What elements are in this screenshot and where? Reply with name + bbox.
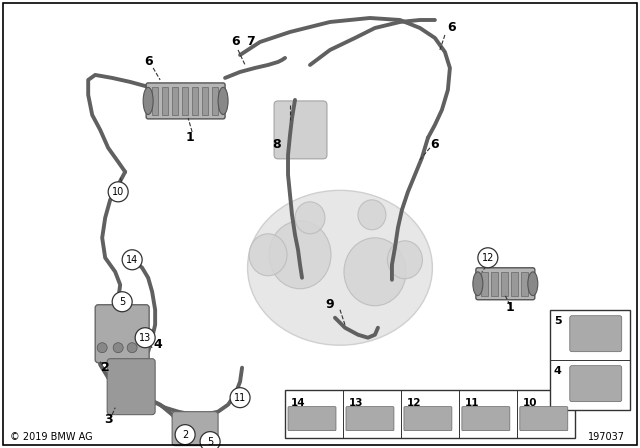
Text: 6: 6: [431, 138, 439, 151]
Circle shape: [200, 431, 220, 448]
Text: 10: 10: [112, 187, 124, 197]
Text: 3: 3: [104, 413, 113, 426]
Text: 6: 6: [447, 22, 456, 34]
Ellipse shape: [528, 272, 538, 296]
Circle shape: [112, 292, 132, 312]
Text: 13: 13: [349, 398, 364, 408]
Text: 14: 14: [126, 255, 138, 265]
Text: 9: 9: [326, 298, 334, 311]
Text: 2: 2: [101, 361, 109, 374]
Ellipse shape: [249, 234, 287, 276]
FancyBboxPatch shape: [404, 407, 452, 431]
Circle shape: [478, 248, 498, 268]
Text: 11: 11: [234, 392, 246, 403]
Text: © 2019 BMW AG: © 2019 BMW AG: [10, 431, 93, 442]
Text: 197037: 197037: [588, 431, 625, 442]
Bar: [550, 310, 630, 409]
Ellipse shape: [387, 241, 422, 279]
Ellipse shape: [269, 221, 331, 289]
Text: 8: 8: [273, 138, 282, 151]
Text: 1: 1: [506, 301, 514, 314]
Text: 5: 5: [554, 316, 561, 326]
Text: 5: 5: [119, 297, 125, 307]
Text: 5: 5: [207, 437, 213, 447]
Text: 2: 2: [182, 430, 188, 439]
FancyBboxPatch shape: [274, 101, 327, 159]
Circle shape: [175, 425, 195, 444]
Text: 7: 7: [246, 35, 255, 48]
Bar: [491, 272, 498, 296]
Text: 6: 6: [144, 56, 152, 69]
Circle shape: [127, 343, 137, 353]
FancyBboxPatch shape: [107, 359, 155, 415]
Text: 14: 14: [291, 398, 306, 408]
FancyBboxPatch shape: [462, 407, 510, 431]
Text: 4: 4: [154, 338, 163, 351]
Text: 13: 13: [139, 333, 151, 343]
Text: 11: 11: [465, 398, 479, 408]
Bar: [192, 87, 198, 115]
Circle shape: [97, 343, 107, 353]
Bar: [481, 272, 488, 296]
Bar: [521, 272, 528, 296]
FancyBboxPatch shape: [172, 412, 218, 446]
Circle shape: [230, 388, 250, 408]
Bar: [172, 87, 178, 115]
Bar: [162, 87, 168, 115]
Bar: [182, 87, 188, 115]
Bar: [501, 272, 508, 296]
Bar: [511, 272, 518, 296]
Bar: [285, 390, 575, 438]
Ellipse shape: [344, 238, 406, 306]
Text: 6: 6: [231, 35, 239, 48]
Text: 4: 4: [554, 366, 562, 376]
FancyBboxPatch shape: [95, 305, 149, 363]
Circle shape: [108, 182, 128, 202]
FancyBboxPatch shape: [570, 316, 621, 352]
Bar: [212, 87, 218, 115]
Bar: [202, 87, 208, 115]
Text: 12: 12: [482, 253, 494, 263]
Ellipse shape: [143, 87, 153, 115]
Ellipse shape: [473, 272, 483, 296]
Text: 10: 10: [523, 398, 538, 408]
Ellipse shape: [218, 87, 228, 115]
Ellipse shape: [248, 190, 433, 345]
Circle shape: [135, 328, 155, 348]
Circle shape: [122, 250, 142, 270]
Circle shape: [113, 343, 123, 353]
FancyBboxPatch shape: [520, 407, 568, 431]
FancyBboxPatch shape: [146, 83, 225, 119]
Text: 12: 12: [407, 398, 421, 408]
FancyBboxPatch shape: [288, 407, 336, 431]
Ellipse shape: [295, 202, 325, 234]
FancyBboxPatch shape: [570, 366, 621, 402]
Ellipse shape: [358, 200, 386, 230]
FancyBboxPatch shape: [476, 268, 535, 300]
Bar: [152, 87, 158, 115]
Text: 1: 1: [186, 131, 195, 144]
FancyBboxPatch shape: [346, 407, 394, 431]
